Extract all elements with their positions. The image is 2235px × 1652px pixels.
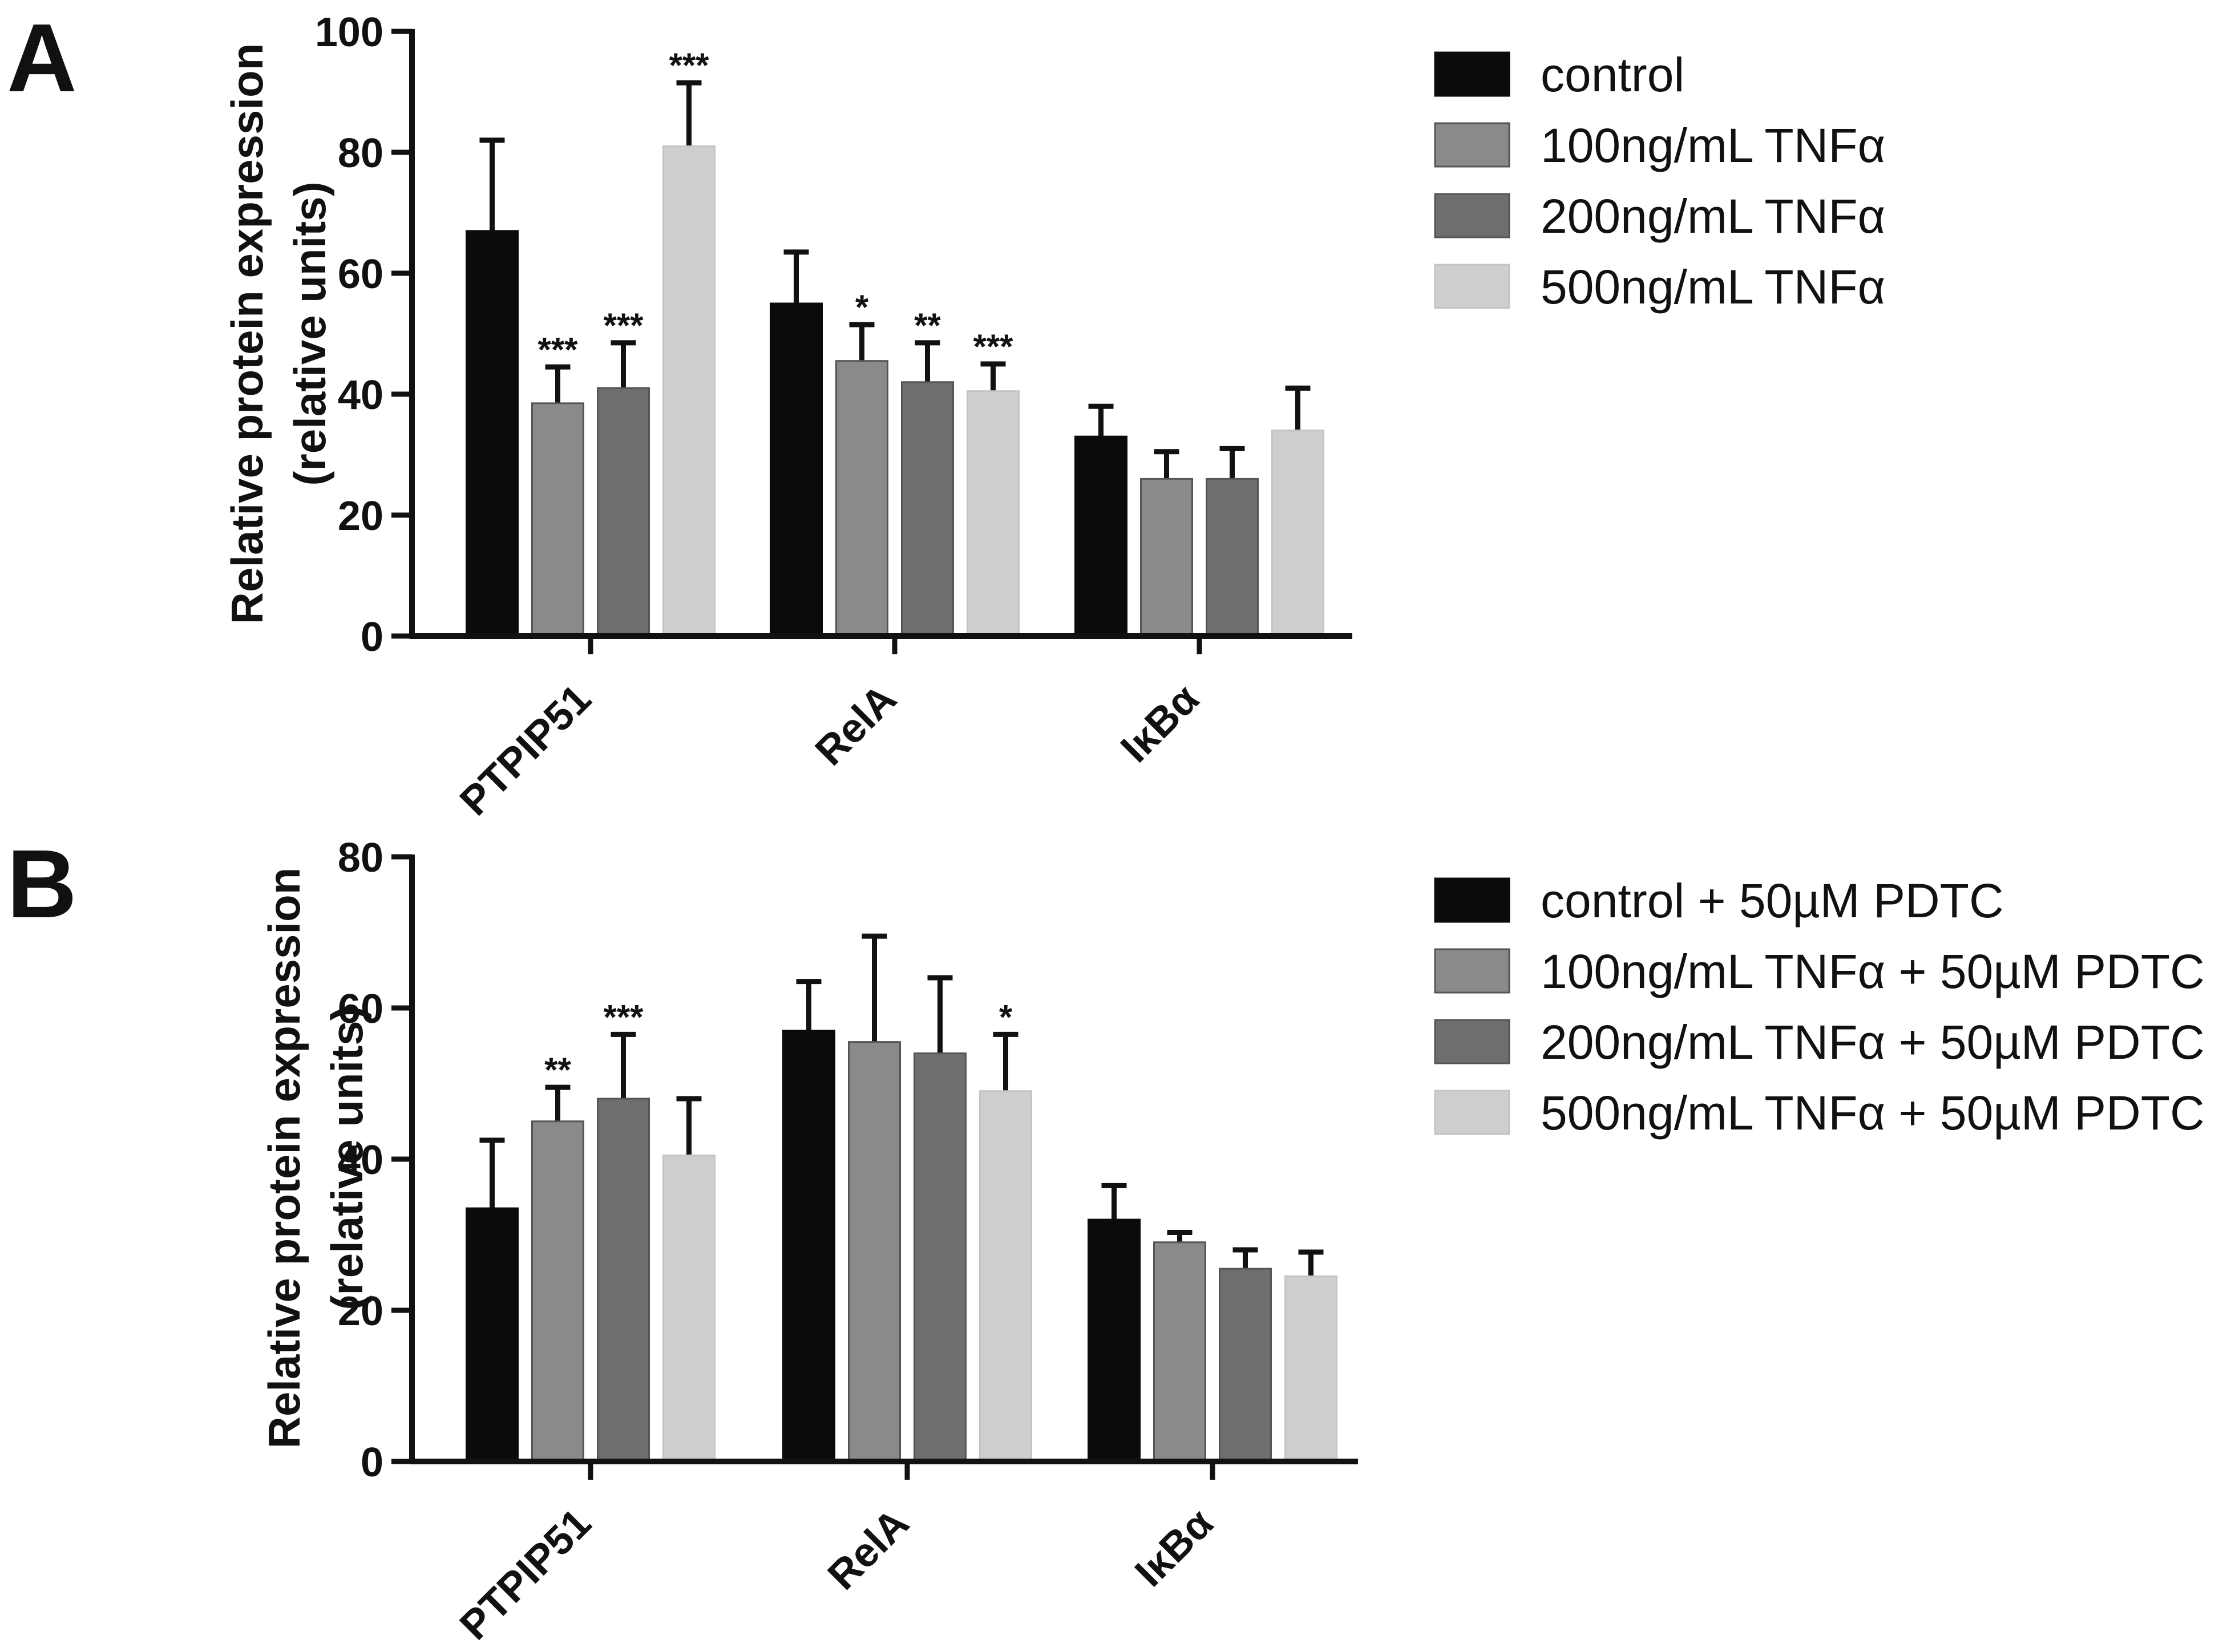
panel-a-y-tick-label: 40 xyxy=(338,372,383,418)
panel-b-bar xyxy=(466,1207,519,1463)
panel-a-legend-label: 500ng/mL TNFα xyxy=(1541,260,1885,314)
panel-a-category-label: RelA xyxy=(807,676,906,775)
panel-a-bar xyxy=(1271,430,1324,637)
panel-a-significance: *** xyxy=(669,46,709,84)
panel-b-legend-label: 500ng/mL TNFα + 50µM PDTC xyxy=(1541,1086,2205,1140)
panel-b-y-tick-label: 40 xyxy=(338,1137,383,1183)
panel-a-significance: * xyxy=(855,288,869,326)
panel-b-legend-label: 100ng/mL TNFα + 50µM PDTC xyxy=(1541,945,2205,998)
panel-a-legend-label: control xyxy=(1541,48,1684,102)
panel-a-legend-swatch xyxy=(1434,51,1510,97)
panel-a-y-title-line2: (relative units) xyxy=(285,181,335,485)
panel-a-legend-swatch xyxy=(1434,122,1510,168)
panel-b-y-tick-label: 0 xyxy=(361,1440,383,1485)
panel-b-legend-swatch xyxy=(1434,948,1510,994)
panel-b-category-label: RelA xyxy=(819,1500,918,1599)
panel-a-bar xyxy=(901,381,954,637)
panel-b-bar xyxy=(531,1120,584,1463)
panel-a-significance: *** xyxy=(973,327,1013,366)
panel-b-bar xyxy=(1153,1241,1206,1463)
panel-a-category-label: PTPIP51 xyxy=(451,676,600,824)
panel-b-bar xyxy=(662,1154,716,1463)
panel-b-significance: *** xyxy=(603,998,644,1036)
panel-a-bar xyxy=(967,390,1020,637)
panel-a-bar xyxy=(1074,435,1127,637)
panel-a-y-tick-label: 80 xyxy=(338,131,383,176)
panel-b-category-label: IκBα xyxy=(1126,1500,1222,1596)
panel-a-category-label: IκBα xyxy=(1112,676,1207,771)
panel-a-bar xyxy=(1206,477,1259,637)
panel-b-legend-label: control + 50µM PDTC xyxy=(1541,874,2004,928)
panel-a-significance: ** xyxy=(914,306,941,345)
panel-b-bar xyxy=(1284,1275,1337,1463)
panel-b-significance: * xyxy=(999,998,1013,1036)
panel-a-bar xyxy=(466,230,519,637)
panel-a-legend-swatch xyxy=(1434,264,1510,309)
panel-a-label: A xyxy=(7,4,77,112)
panel-a-bar xyxy=(531,402,584,637)
panel-a-bar xyxy=(662,145,716,637)
panel-b-bar xyxy=(979,1090,1032,1463)
panel-a-y-tick-label: 20 xyxy=(338,493,383,539)
panel-a-y-tick-label: 100 xyxy=(315,10,383,55)
panel-b-bar xyxy=(597,1098,650,1463)
panel-b-bar xyxy=(1219,1268,1272,1463)
panel-b-legend-swatch xyxy=(1434,1019,1510,1064)
panel-b-label: B xyxy=(7,830,77,938)
panel-b-legend-label: 200ng/mL TNFα + 50µM PDTC xyxy=(1541,1015,2205,1069)
panel-b-y-title-line2: (relative units) xyxy=(322,1006,372,1310)
panel-b-legend-swatch xyxy=(1434,1090,1510,1135)
panel-b-significance: ** xyxy=(544,1051,571,1089)
panel-b-y-title-line1: Relative protein expression xyxy=(259,868,309,1449)
panel-a-y-tick-label: 60 xyxy=(338,252,383,297)
panel-b-bar xyxy=(1088,1218,1141,1463)
panel-b-category-label: PTPIP51 xyxy=(451,1500,600,1649)
panel-a-y-title-line1: Relative protein expression xyxy=(222,43,272,625)
panel-b-y-tick-label: 60 xyxy=(338,986,383,1032)
panel-a-bar xyxy=(835,360,888,637)
panel-b-bar xyxy=(848,1041,901,1463)
panel-a-legend-swatch xyxy=(1434,193,1510,238)
panel-a-bar xyxy=(1140,477,1193,637)
panel-a-significance: *** xyxy=(603,306,644,345)
panel-a-legend-label: 200ng/mL TNFα xyxy=(1541,189,1885,243)
panel-b-y-tick-label: 20 xyxy=(338,1289,383,1334)
panel-a-y-tick-label: 0 xyxy=(361,614,383,660)
panel-b-legend-swatch xyxy=(1434,877,1510,923)
panel-b-bar xyxy=(914,1052,967,1463)
panel-a-bar xyxy=(597,387,650,637)
panel-a-bar xyxy=(770,302,823,637)
panel-b-y-tick-label: 80 xyxy=(338,835,383,881)
panel-a-significance: *** xyxy=(537,330,578,369)
panel-b-bar xyxy=(782,1030,835,1463)
panel-a-legend-label: 100ng/mL TNFα xyxy=(1541,119,1885,172)
